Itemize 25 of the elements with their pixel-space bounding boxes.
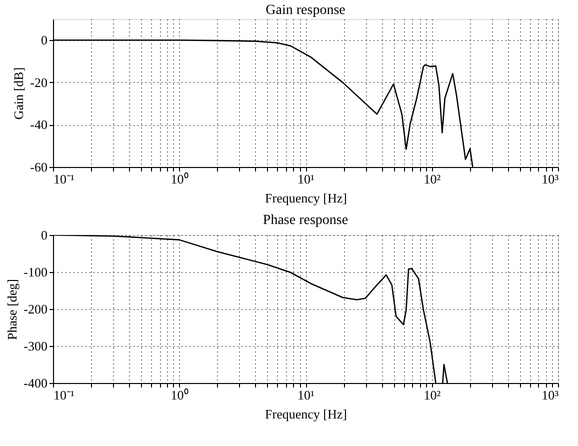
y-tick-label: -400 xyxy=(24,376,48,390)
x-tick-label: 10⁻¹ xyxy=(54,388,74,402)
y-tick-label: 0 xyxy=(41,32,48,48)
y-tick-label: -20 xyxy=(30,74,48,90)
chart-title: Phase response xyxy=(262,213,348,228)
y-tick-label: -100 xyxy=(24,264,48,280)
y-axis-title: Phase [deg] xyxy=(4,278,20,340)
x-tick-label: 10⁰ xyxy=(170,172,189,186)
y-tick-label: -300 xyxy=(24,338,48,354)
x-tick-label: 10¹ xyxy=(298,388,315,402)
x-tick-label: 10³ xyxy=(542,172,559,186)
chart-title: Gain response xyxy=(266,3,346,18)
x-axis-title: Frequency [Hz] xyxy=(265,190,347,206)
y-tick-label: -40 xyxy=(30,117,48,132)
x-tick-label: 10³ xyxy=(542,388,559,402)
x-tick-label: 10² xyxy=(424,388,441,402)
x-tick-label: 10² xyxy=(424,172,441,186)
x-tick-label: 10¹ xyxy=(298,172,315,186)
x-axis-title: Frequency [Hz] xyxy=(265,406,347,422)
x-tick-label: 10⁻¹ xyxy=(54,172,74,186)
y-tick-label: -60 xyxy=(30,160,48,174)
y-tick-label: 0 xyxy=(41,228,48,242)
y-axis-title: Gain [dB] xyxy=(11,67,26,120)
x-tick-label: 10⁰ xyxy=(170,388,189,402)
y-tick-label: -200 xyxy=(24,302,48,316)
